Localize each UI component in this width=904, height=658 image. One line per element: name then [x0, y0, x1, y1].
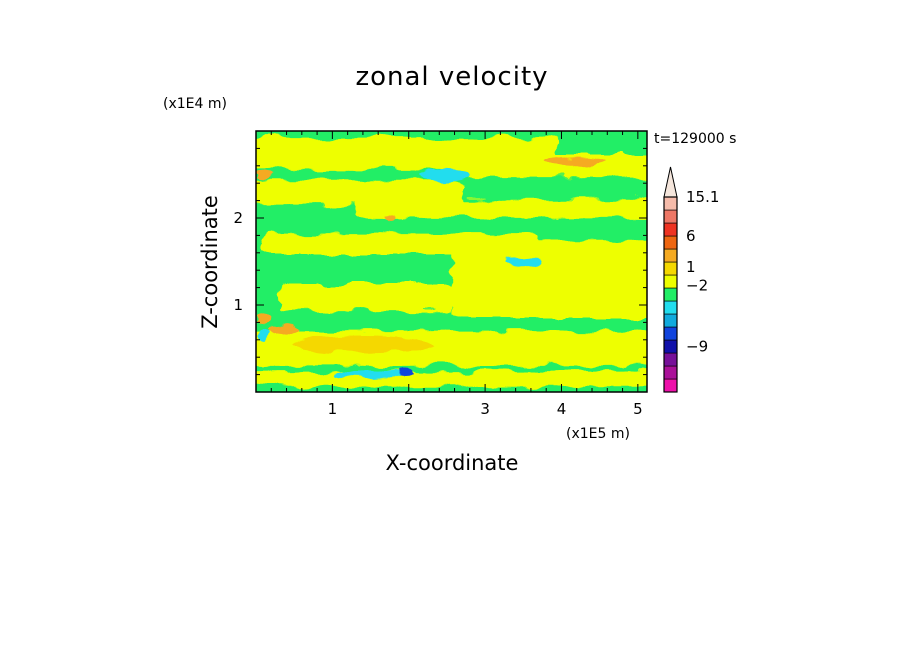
colorbar-frame	[663, 196, 678, 393]
y-tick-label: 1	[233, 296, 243, 314]
x-scale-label: (x1E5 m)	[566, 426, 630, 442]
contour-blob	[267, 323, 299, 336]
x-tick-label: 5	[633, 400, 643, 418]
contour-blob	[259, 328, 269, 343]
contour-blob	[294, 335, 432, 353]
colorbar-level	[663, 365, 678, 380]
contour-blob	[384, 214, 395, 222]
contour-blob	[332, 370, 402, 379]
colorbar-level	[663, 378, 678, 393]
colorbar-level	[663, 339, 678, 354]
colorbar-level	[663, 287, 678, 302]
colorbar-level	[663, 248, 678, 263]
colorbar-label: 15.1	[686, 188, 719, 206]
contour-blob	[397, 368, 413, 376]
colorbar-level	[663, 222, 678, 237]
colorbar-extend-arrow	[663, 166, 678, 198]
x-tick-label: 2	[404, 400, 414, 418]
colorbar-level	[663, 300, 678, 315]
contour-blob	[256, 170, 272, 179]
field-contours	[256, 137, 647, 387]
colorbar-level	[663, 235, 678, 250]
contour-blob	[256, 311, 272, 326]
x-tick-label: 3	[480, 400, 490, 418]
x-tick-label: 4	[557, 400, 567, 418]
colorbar-level	[663, 261, 678, 276]
contour-band	[256, 371, 647, 387]
time-label: t=129000 s	[654, 131, 736, 147]
x-axis-title: X-coordinate	[386, 451, 519, 475]
y-scale-label: (x1E4 m)	[163, 96, 227, 112]
contour-band	[256, 137, 557, 169]
colorbar-level	[663, 209, 678, 224]
colorbar-label: −9	[686, 338, 708, 356]
plot-frame	[255, 130, 648, 393]
y-tick-label: 2	[233, 209, 243, 227]
contour-blob	[504, 256, 543, 267]
colorbar-label: 1	[686, 258, 696, 276]
colorbar-level	[663, 196, 678, 211]
contour-band	[276, 284, 457, 312]
plot-area	[256, 131, 647, 392]
colorbar-level	[663, 313, 678, 328]
contour-band	[452, 239, 647, 319]
colorbar-level	[663, 274, 678, 289]
colorbar-level	[663, 326, 678, 341]
plot-field	[256, 131, 647, 392]
contour-blob	[418, 168, 468, 181]
chart-title: zonal velocity	[355, 62, 548, 92]
colorbar: 15.1 6 1−2 −9	[663, 166, 719, 393]
x-tick-label: 1	[328, 400, 338, 418]
axes: 1 2 3 4 5 1 2	[233, 130, 648, 418]
contour-band	[261, 233, 541, 255]
colorbar-label: −2	[686, 276, 708, 294]
contour-band	[352, 199, 647, 219]
contour-blob	[546, 157, 608, 166]
colorbar-label: 6	[686, 227, 696, 245]
contour-band	[256, 179, 465, 205]
colorbar-level	[663, 352, 678, 367]
y-axis-title: Z-coordinate	[198, 195, 222, 329]
